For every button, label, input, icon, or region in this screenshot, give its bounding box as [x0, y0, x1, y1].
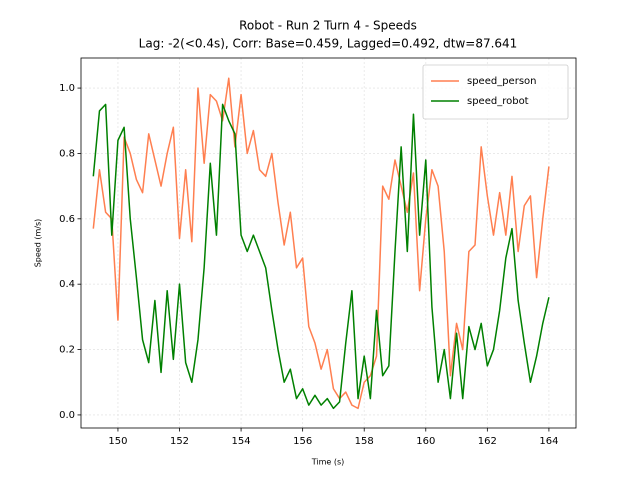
- x-tick-label: 164: [539, 436, 558, 447]
- y-tick-label: 0.6: [59, 214, 75, 225]
- x-tick-label: 154: [232, 436, 251, 447]
- y-axis-label: Speed (m/s): [34, 219, 43, 268]
- x-tick-label: 162: [478, 436, 497, 447]
- legend-label: speed_person: [467, 76, 537, 87]
- y-tick-label: 0.0: [59, 410, 75, 421]
- plot-frame: [80, 57, 577, 429]
- x-tick-label: 150: [108, 436, 127, 447]
- y-tick-label: 1.0: [59, 83, 75, 94]
- series-line: [92, 103, 550, 410]
- chart-subtitle: Lag: -2(<0.4s), Corr: Base=0.459, Lagged…: [139, 37, 518, 51]
- x-tick-label: 158: [355, 436, 374, 447]
- x-tick-label: 152: [170, 436, 189, 447]
- series-line: [92, 77, 550, 410]
- x-tick-label: 156: [293, 436, 312, 447]
- x-axis-label: Time (s): [311, 458, 345, 467]
- legend-label: speed_robot: [467, 96, 529, 107]
- chart-title: Robot - Run 2 Turn 4 - Speeds: [239, 19, 417, 33]
- y-tick-label: 0.2: [59, 345, 75, 356]
- y-tick-label: 0.8: [59, 148, 75, 159]
- legend-box: [422, 64, 569, 120]
- y-tick-label: 0.4: [59, 279, 75, 290]
- x-tick-label: 160: [416, 436, 435, 447]
